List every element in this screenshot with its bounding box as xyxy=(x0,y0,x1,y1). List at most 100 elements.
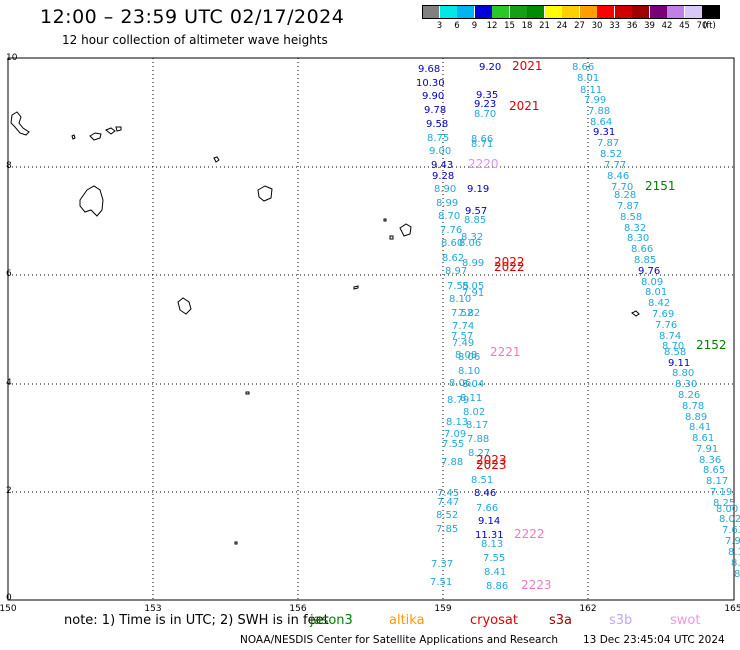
y-tick-label: 4 xyxy=(6,378,12,388)
wave-height-label: 7.45 xyxy=(437,488,459,499)
wave-height-label: 7.52 xyxy=(451,308,473,319)
wave-height-label: 7.19 xyxy=(710,487,732,498)
wave-height-label: 8.37 xyxy=(734,569,740,580)
wave-height-label: 8.90 xyxy=(434,184,456,195)
colorbar-tick-label: 9 xyxy=(471,21,478,31)
wave-height-label: 8.97 xyxy=(445,266,467,277)
wave-height-label: 9.20 xyxy=(479,62,501,73)
wave-height-label: 8.74 xyxy=(659,331,681,342)
credit-text: NOAA/NESDIS Center for Satellite Applica… xyxy=(240,634,558,646)
colorbar-tick-label: 42 xyxy=(661,21,673,31)
wave-height-label: 8.00 xyxy=(716,504,738,515)
pass-time-label: 2222 xyxy=(514,527,545,541)
wave-height-label: 8.04 xyxy=(462,379,484,390)
wave-height-label: 7.91 xyxy=(462,288,484,299)
mission-label-cryosat: cryosat xyxy=(470,613,518,628)
x-tick-label: 165 xyxy=(724,604,740,614)
mission-label-altika: altika xyxy=(389,613,425,628)
wave-height-label: 8.71 xyxy=(471,139,493,150)
colorbar-swatch xyxy=(667,5,684,19)
wave-height-label: 7.82 xyxy=(458,308,480,319)
mission-label-s3a: s3a xyxy=(549,613,573,628)
wave-height-label: 8.80 xyxy=(672,368,694,379)
colorbar-swatch xyxy=(527,5,544,19)
wave-height-label: 8.52 xyxy=(436,510,458,521)
mission-label-s3b: s3b xyxy=(609,613,633,628)
island-outline xyxy=(115,126,122,132)
colorbar-swatch xyxy=(457,5,474,19)
wave-height-label: 7.66 xyxy=(476,503,498,514)
wave-height-label: 9.35 xyxy=(476,90,498,101)
wave-height-label: 7.70 xyxy=(611,182,633,193)
wave-height-label: 8.70 xyxy=(474,109,496,120)
pass-time-label: 2021 xyxy=(512,59,543,73)
generated-timestamp: 13 Dec 23:45:04 UTC 2024 xyxy=(583,634,725,646)
colorbar-tick-label: 33 xyxy=(609,21,620,31)
wave-height-label: 8.02 xyxy=(463,407,485,418)
wave-height-label: 8.99 xyxy=(462,258,484,269)
x-tick-label: 153 xyxy=(144,604,161,614)
wave-height-label: 8.09 xyxy=(641,277,663,288)
island-outline xyxy=(383,218,387,222)
wave-height-label: 7.51 xyxy=(430,577,452,588)
wave-height-label: 8.17 xyxy=(466,420,488,431)
wave-height-label: 8.99 xyxy=(436,198,458,209)
wave-height-label: 8.17 xyxy=(706,476,728,487)
wave-height-label: 8.08 xyxy=(455,350,477,361)
wave-height-label: 8.78 xyxy=(682,401,704,412)
island-outline xyxy=(177,297,192,315)
island-outline xyxy=(234,541,238,545)
wave-height-label: 7.87 xyxy=(597,138,619,149)
wave-height-label: 7.91 xyxy=(696,444,718,455)
wave-height-label: 7.57 xyxy=(451,331,473,342)
wave-height-label: 8.52 xyxy=(600,149,622,160)
wave-height-label: 7.74 xyxy=(452,321,474,332)
altimeter-track-a: 9.68 10.30 9.90 9.78 9.58 8.75 9.00 9.439.28 8.9… xyxy=(416,64,508,592)
island-outline xyxy=(631,310,640,317)
y-tick-label: 6 xyxy=(6,269,12,279)
wave-height-label: 8.10 xyxy=(449,294,471,305)
pass-time-label: 2221 xyxy=(490,345,521,359)
wave-height-label: 7.69 xyxy=(652,309,674,320)
wave-height-label: 8.26 xyxy=(678,390,700,401)
wave-height-label: 8.41 xyxy=(689,422,711,433)
mission-label-jason3: jason3 xyxy=(310,613,353,628)
wave-height-label: 7.47 xyxy=(437,497,459,508)
wave-height-label: 7.09 xyxy=(444,429,466,440)
altimeter-track-b: 9.20 9.359.238.70 8.668.71 9.19 9.578.85 8.32… xyxy=(458,62,501,390)
wave-height-label: 8.30 xyxy=(627,233,649,244)
lat-lon-grid xyxy=(8,58,734,600)
wave-height-label: 8.62 xyxy=(442,253,464,264)
wave-height-label: 7.96 xyxy=(725,536,740,547)
wave-height-label: 8.64 xyxy=(590,117,612,128)
wave-height-label: 8.01 xyxy=(645,287,667,298)
colorbar-swatch xyxy=(684,5,702,19)
wave-height-label: 8.13 xyxy=(446,417,468,428)
wave-height-label: 8.32 xyxy=(624,223,646,234)
wave-height-label: 7.49 xyxy=(452,338,474,349)
colorbar-swatch xyxy=(632,5,649,19)
wave-height-label: 8.89 xyxy=(685,412,707,423)
pass-time-label: 2023 xyxy=(476,453,507,467)
wave-height-label: 8.41 xyxy=(484,567,506,578)
y-tick-label: 10 xyxy=(6,53,18,63)
wave-height-label: 9.78 xyxy=(424,105,446,116)
colorbar-swatch xyxy=(544,5,562,19)
wave-height-label: 7.88 xyxy=(467,434,489,445)
colorbar-tick-label: 30 xyxy=(591,21,603,31)
wave-height-label: 8.65 xyxy=(703,465,725,476)
x-tick-label: 159 xyxy=(434,604,451,614)
wave-height-label: 9.43 xyxy=(431,160,453,171)
wave-height-label: 8.13 xyxy=(728,547,740,558)
island-outline xyxy=(79,185,104,217)
wave-height-label: 8.36 xyxy=(699,455,721,466)
colorbar-tick-label: 45 xyxy=(679,21,690,31)
island-outlines xyxy=(10,111,640,545)
wave-height-label: 9.00 xyxy=(429,146,451,157)
wave-height-label: 8.66 xyxy=(631,244,653,255)
wave-height-label: 7.99 xyxy=(584,95,606,106)
island-outline xyxy=(399,223,412,237)
wave-height-label: 8.86 xyxy=(486,581,508,592)
island-outline xyxy=(353,285,359,290)
colorbar-tick-label: 18 xyxy=(521,21,533,31)
